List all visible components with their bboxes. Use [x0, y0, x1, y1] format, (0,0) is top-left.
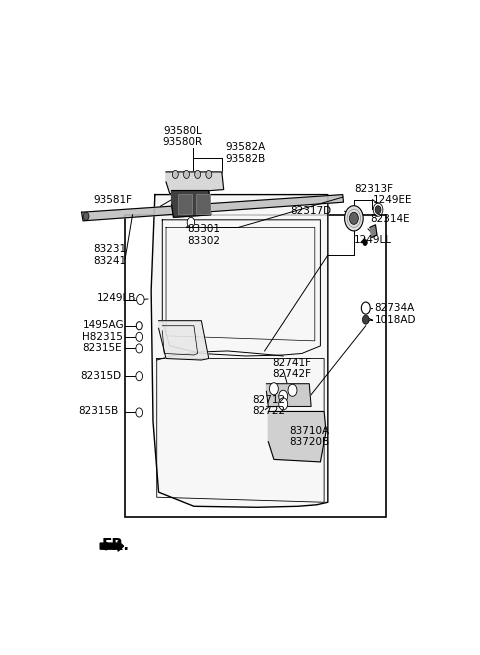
Circle shape	[271, 385, 276, 392]
Text: 1495AG: 1495AG	[83, 320, 124, 329]
Circle shape	[279, 398, 288, 410]
Text: FR.: FR.	[102, 538, 130, 553]
FancyArrow shape	[100, 541, 124, 551]
Circle shape	[83, 212, 89, 220]
Circle shape	[373, 203, 383, 216]
Circle shape	[375, 206, 381, 214]
Circle shape	[363, 240, 367, 246]
Circle shape	[281, 400, 286, 407]
Circle shape	[362, 315, 369, 324]
Circle shape	[172, 170, 178, 178]
Circle shape	[136, 332, 143, 341]
Text: 82315E: 82315E	[83, 343, 122, 354]
Polygon shape	[268, 411, 326, 462]
Text: 82315D: 82315D	[81, 371, 121, 381]
Circle shape	[281, 393, 286, 400]
Circle shape	[136, 322, 142, 329]
Polygon shape	[166, 172, 224, 194]
Text: 93582A
93582B: 93582A 93582B	[226, 142, 266, 164]
Text: 82741F
82742F: 82741F 82742F	[272, 358, 311, 379]
Text: 83710A
83720B: 83710A 83720B	[289, 426, 329, 447]
Text: 1249LL: 1249LL	[354, 235, 392, 245]
Text: 93581F: 93581F	[94, 195, 132, 204]
Bar	[196, 194, 210, 214]
Text: 93580L
93580R: 93580L 93580R	[163, 126, 203, 147]
Circle shape	[206, 170, 212, 178]
Polygon shape	[172, 191, 211, 217]
Circle shape	[137, 346, 141, 351]
Polygon shape	[266, 384, 311, 406]
Text: 82734A: 82734A	[374, 303, 415, 313]
Text: 82317D: 82317D	[290, 206, 332, 216]
Circle shape	[136, 344, 143, 353]
Bar	[178, 194, 192, 214]
Circle shape	[187, 217, 195, 227]
Text: 82313F: 82313F	[354, 183, 393, 193]
Circle shape	[137, 334, 141, 339]
Text: 1249EE: 1249EE	[372, 195, 412, 204]
Circle shape	[136, 408, 143, 417]
Circle shape	[279, 390, 288, 402]
Text: 82314E: 82314E	[371, 214, 410, 224]
Circle shape	[349, 212, 359, 225]
Polygon shape	[151, 195, 328, 507]
Text: 83301
83302: 83301 83302	[187, 224, 220, 246]
Circle shape	[137, 410, 141, 415]
Text: 82315B: 82315B	[79, 407, 119, 417]
Circle shape	[290, 386, 295, 394]
Circle shape	[288, 384, 297, 396]
Circle shape	[269, 383, 278, 395]
Text: H82315: H82315	[83, 332, 123, 342]
Circle shape	[137, 295, 144, 305]
Text: 1018AD: 1018AD	[374, 314, 416, 325]
Circle shape	[189, 219, 193, 225]
Polygon shape	[370, 225, 377, 238]
Text: 82712
82722: 82712 82722	[252, 394, 286, 416]
Circle shape	[137, 373, 141, 379]
Circle shape	[136, 371, 143, 381]
Circle shape	[138, 297, 143, 303]
Polygon shape	[82, 195, 344, 221]
Polygon shape	[158, 321, 209, 360]
Text: 83231
83241: 83231 83241	[94, 244, 127, 266]
Circle shape	[361, 302, 370, 314]
Circle shape	[183, 170, 190, 178]
Bar	[125, 215, 385, 517]
Circle shape	[195, 170, 201, 178]
Circle shape	[345, 206, 363, 231]
Text: 1249LB: 1249LB	[96, 293, 136, 303]
